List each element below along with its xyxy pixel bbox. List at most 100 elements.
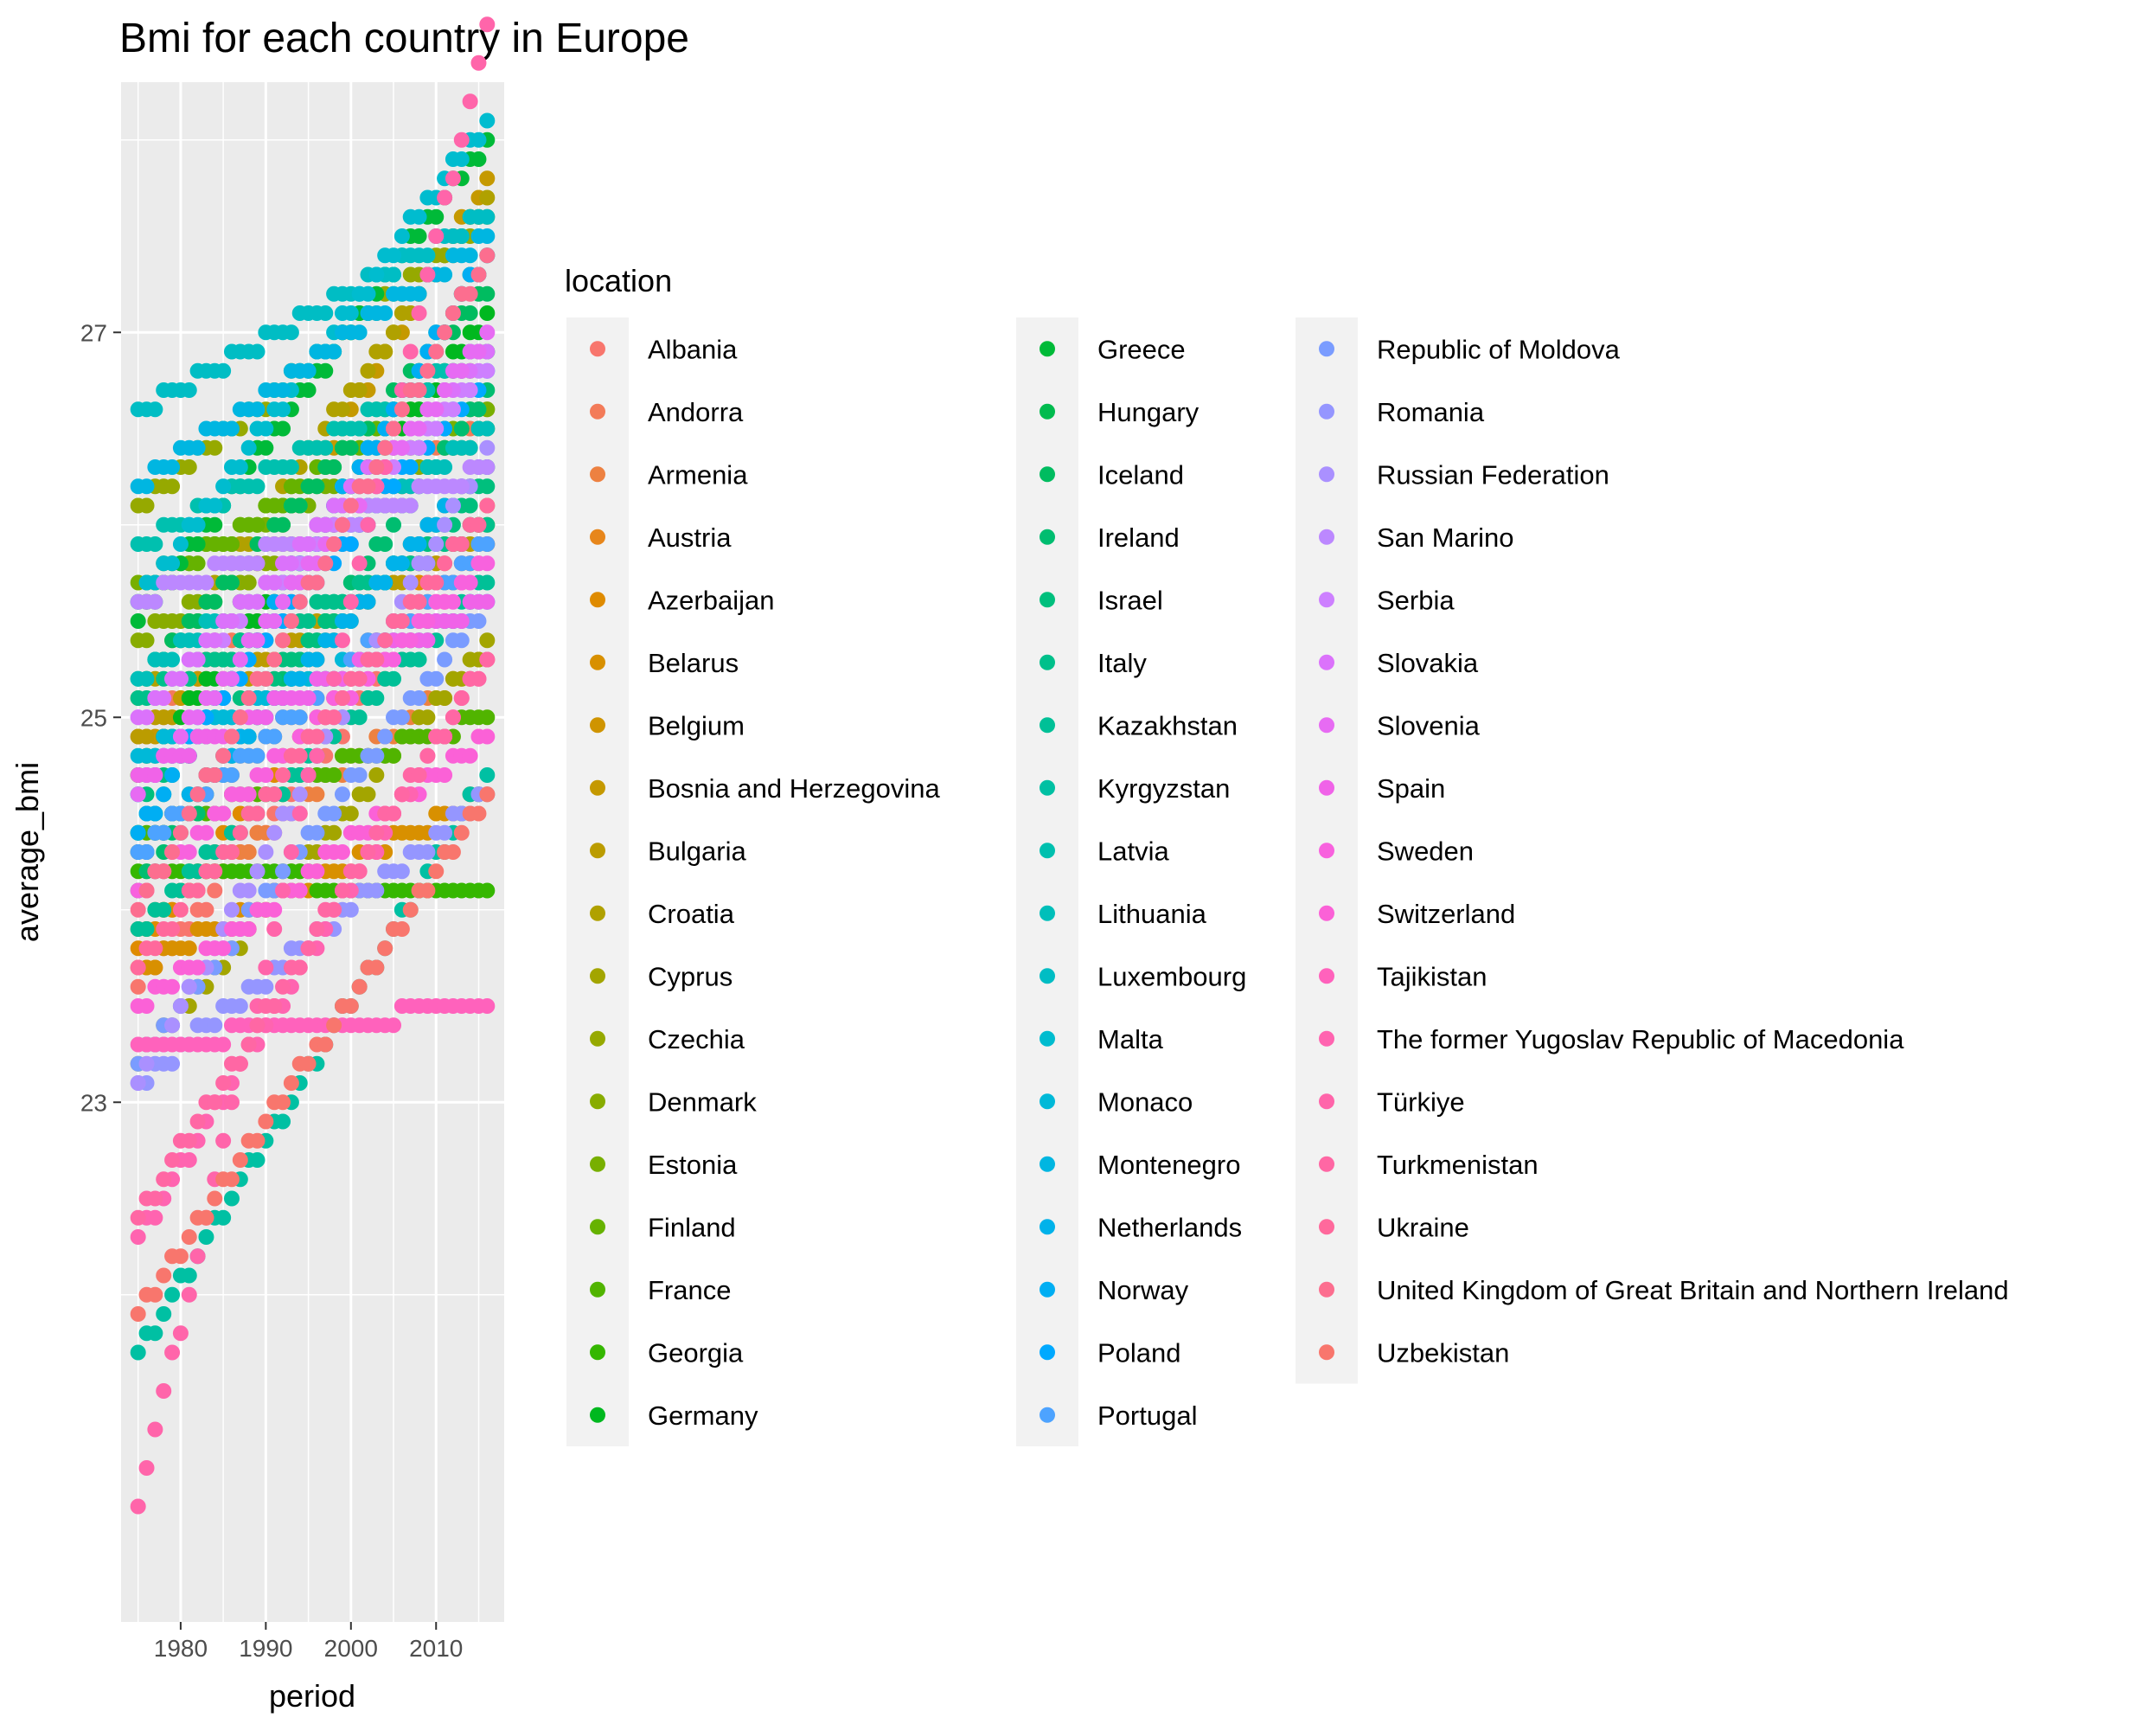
data-point xyxy=(377,574,393,591)
data-point xyxy=(386,266,402,283)
data-point xyxy=(249,401,266,418)
x-tick-label: 1990 xyxy=(239,1635,292,1662)
data-point xyxy=(351,709,368,726)
legend-label: Bosnia and Herzegovina xyxy=(648,773,941,804)
legend-key xyxy=(590,1156,605,1172)
data-point xyxy=(326,805,342,822)
data-point xyxy=(309,574,325,591)
legend-label: Slovakia xyxy=(1377,648,1479,678)
data-point xyxy=(368,767,385,783)
data-point xyxy=(479,285,496,302)
data-point xyxy=(283,555,299,572)
data-point xyxy=(377,439,393,456)
data-point xyxy=(189,1248,206,1265)
y-tick-label: 23 xyxy=(80,1089,107,1116)
data-point xyxy=(419,362,436,379)
data-point xyxy=(419,747,436,764)
legend-label: Norway xyxy=(1097,1275,1189,1305)
data-point xyxy=(351,978,368,995)
data-point xyxy=(198,574,214,591)
data-point xyxy=(419,247,436,264)
data-point xyxy=(164,459,181,475)
data-point xyxy=(240,882,257,899)
data-point xyxy=(326,767,342,783)
legend-key xyxy=(1040,1281,1055,1298)
data-point xyxy=(189,882,206,899)
legend-key xyxy=(1319,1030,1334,1047)
legend-label: Uzbekistan xyxy=(1377,1337,1509,1368)
data-point xyxy=(445,844,461,860)
data-point xyxy=(342,613,359,629)
data-point xyxy=(479,555,496,572)
data-point xyxy=(393,863,410,880)
data-point xyxy=(309,478,325,495)
data-point xyxy=(351,863,368,880)
data-point xyxy=(428,420,445,437)
data-point xyxy=(437,382,453,398)
data-point xyxy=(249,478,266,495)
data-point xyxy=(428,401,445,418)
data-point xyxy=(317,1036,334,1053)
data-point xyxy=(240,728,257,745)
data-point xyxy=(283,459,299,475)
data-point xyxy=(189,1113,206,1130)
legend-key xyxy=(1040,403,1055,420)
data-point xyxy=(291,805,308,822)
data-point xyxy=(479,497,496,514)
data-point xyxy=(249,593,266,610)
data-point xyxy=(326,459,342,475)
data-point xyxy=(411,767,427,783)
data-point xyxy=(275,1113,291,1130)
data-point xyxy=(258,767,274,783)
legend-label: Türkiye xyxy=(1377,1086,1465,1117)
data-point xyxy=(445,401,461,418)
data-point xyxy=(275,401,291,418)
data-point xyxy=(334,844,350,860)
legend-key xyxy=(1040,1030,1055,1047)
data-point xyxy=(189,516,206,533)
data-point xyxy=(453,824,470,841)
data-point xyxy=(428,208,445,225)
legend-label: Israel xyxy=(1097,585,1163,615)
data-point xyxy=(215,940,232,957)
data-point xyxy=(223,613,240,629)
data-point xyxy=(240,921,257,937)
data-point xyxy=(419,266,436,283)
data-point xyxy=(258,978,274,995)
legend-label: Romania xyxy=(1377,397,1485,427)
legend-key xyxy=(1040,779,1055,796)
data-point xyxy=(334,786,350,803)
data-point xyxy=(198,1229,214,1245)
data-point xyxy=(334,516,350,533)
data-point xyxy=(181,459,197,475)
data-point xyxy=(172,901,189,918)
legend-label: United Kingdom of Great Britain and Nort… xyxy=(1377,1275,2009,1305)
data-point xyxy=(479,651,496,668)
legend-key xyxy=(590,1093,605,1110)
data-point xyxy=(164,1017,181,1034)
data-point xyxy=(479,709,496,726)
data-point xyxy=(479,574,496,591)
legend-label: Estonia xyxy=(648,1150,738,1180)
data-point xyxy=(453,690,470,706)
data-point xyxy=(156,786,172,803)
data-point xyxy=(215,805,232,822)
data-point xyxy=(249,555,266,572)
data-point xyxy=(309,728,325,745)
data-point xyxy=(147,767,163,783)
legend-label: San Marino xyxy=(1377,522,1514,553)
data-point xyxy=(411,593,427,610)
data-point xyxy=(326,670,342,687)
data-point xyxy=(189,536,206,552)
data-point xyxy=(130,901,146,918)
data-point xyxy=(334,690,350,706)
data-point xyxy=(181,1152,197,1168)
legend-label: Russian Federation xyxy=(1377,459,1609,490)
data-point xyxy=(283,613,299,629)
data-point xyxy=(130,978,146,995)
data-point xyxy=(266,786,283,803)
data-point xyxy=(223,574,240,591)
data-point xyxy=(360,844,376,860)
legend-key xyxy=(590,717,605,734)
series-uzbekistan xyxy=(130,786,496,1322)
